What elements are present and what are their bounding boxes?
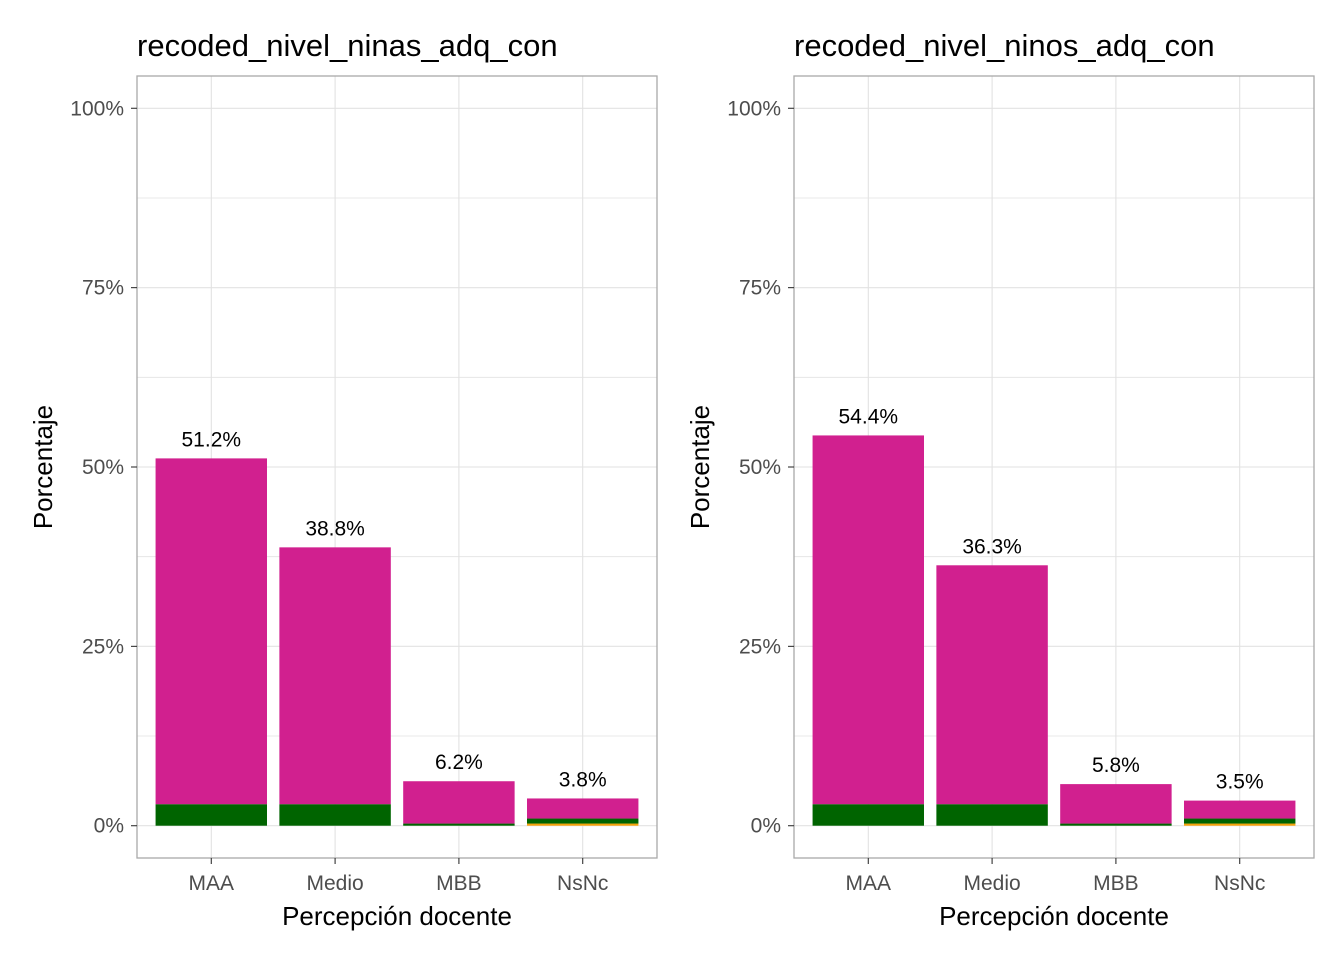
bar-segment xyxy=(1184,823,1296,826)
bar-segment xyxy=(527,823,639,826)
data-label: 3.8% xyxy=(559,768,607,791)
chart-title: recoded_nivel_ninos_adq_con xyxy=(794,28,1215,63)
y-tick-label: 0% xyxy=(94,815,124,838)
chart-panel-ninas: recoded_nivel_ninas_adq_con Porcentaje P… xyxy=(28,28,658,931)
x-tick-label: MBB xyxy=(1093,872,1139,895)
y-tick-label: 0% xyxy=(751,815,781,838)
data-label: 36.3% xyxy=(962,535,1022,558)
bar-segment xyxy=(1184,818,1296,824)
x-tick-label: MBB xyxy=(436,872,482,895)
y-axis-title: Porcentaje xyxy=(28,405,58,529)
bar-segment xyxy=(403,781,515,824)
y-tick-label: 25% xyxy=(82,635,124,658)
y-tick-label: 50% xyxy=(82,456,124,479)
data-label: 5.8% xyxy=(1092,754,1140,777)
x-tick-label: MAA xyxy=(189,872,235,895)
x-tick-label: NsNc xyxy=(1214,872,1265,895)
x-tick-label: MAA xyxy=(846,872,892,895)
data-label: 6.2% xyxy=(435,751,483,774)
y-tick-label: 75% xyxy=(82,277,124,300)
bar-segment xyxy=(403,823,515,826)
bar-segment xyxy=(812,804,924,826)
bar-segment xyxy=(527,818,639,824)
bar-segment xyxy=(1060,823,1172,826)
data-label: 51.2% xyxy=(182,428,242,451)
bar-segment xyxy=(527,798,639,819)
x-axis-title: Percepción docente xyxy=(939,901,1169,931)
chart-title: recoded_nivel_ninas_adq_con xyxy=(137,28,558,63)
x-axis-title: Percepción docente xyxy=(282,901,512,931)
x-tick-label: Medio xyxy=(963,872,1020,895)
bar-segment xyxy=(812,435,924,805)
data-label: 38.8% xyxy=(305,517,365,540)
y-tick-label: 100% xyxy=(70,97,124,120)
x-tick-label: NsNc xyxy=(557,872,608,895)
x-tick-label: Medio xyxy=(306,872,363,895)
bar-segment xyxy=(279,547,391,805)
y-axis-title: Porcentaje xyxy=(685,405,715,529)
bar-segment xyxy=(936,565,1048,805)
chart-panel-ninos: recoded_nivel_ninos_adq_con Porcentaje P… xyxy=(685,28,1315,931)
bar-segment xyxy=(1184,800,1296,819)
plot-area: 54.4% 36.3% 5.8% 3.5% 0% 25% 50% 75% 100% MAA Medi… xyxy=(727,75,1315,895)
data-label: 3.5% xyxy=(1216,771,1264,794)
plot-area: 51.2% 38.8% 6.2% 3.8% 0% 25% 50% 75% 100% MAA Medi… xyxy=(70,75,658,895)
y-tick-label: 50% xyxy=(739,456,781,479)
bar-segment xyxy=(155,804,267,826)
y-tick-label: 100% xyxy=(727,97,781,120)
bar-segment xyxy=(1060,784,1172,824)
bar-segment xyxy=(279,804,391,826)
bar-segment xyxy=(155,458,267,805)
data-label: 54.4% xyxy=(839,405,899,428)
y-tick-label: 25% xyxy=(739,635,781,658)
bar-segment xyxy=(936,804,1048,826)
y-tick-label: 75% xyxy=(739,277,781,300)
